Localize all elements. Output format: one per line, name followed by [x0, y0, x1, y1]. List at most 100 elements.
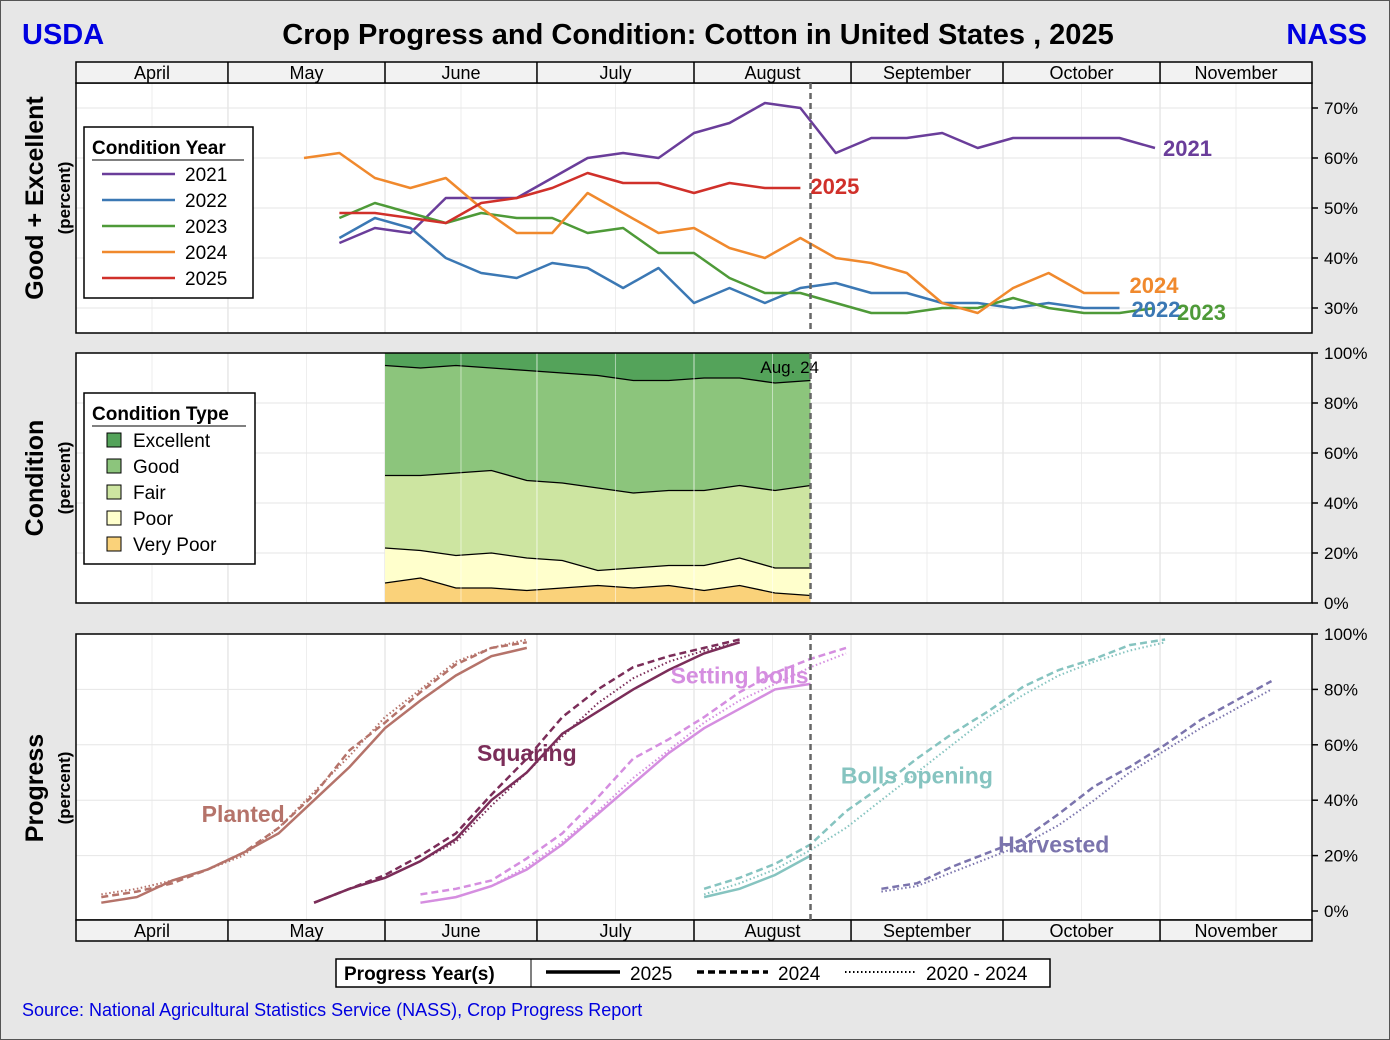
- panel-3-lines: [101, 638, 1273, 904]
- boundary-very-poor: [384, 577, 811, 597]
- area-very-poor: [385, 578, 811, 603]
- panel-2-border: [75, 352, 1313, 604]
- month-label-august: August: [744, 63, 800, 83]
- panel-3-ylabel-sub: (percent): [55, 752, 74, 825]
- month-label-september: September: [883, 921, 971, 941]
- legend-swatch-good: [106, 458, 122, 474]
- legend-label-excellent: Excellent: [133, 431, 211, 452]
- y-tick-label: 0%: [1324, 902, 1349, 921]
- legend-label-fair: Fair: [133, 483, 166, 504]
- legend-3-entry-avg: 2020 - 2024: [926, 964, 1028, 985]
- panel-1-ylabel: Good + Excellent: [21, 96, 49, 300]
- end-label-2024: 2024: [1130, 273, 1180, 298]
- stage-label-setting-bolls: Setting bolls: [671, 663, 809, 689]
- nass-label: NASS: [1286, 19, 1367, 51]
- y-tick-label: 80%: [1324, 680, 1358, 699]
- panel-condition: 0% 20% 40% 60% 80% 100% Aug. 24 Condition (pe…: [21, 344, 1367, 613]
- area-good: [385, 365, 811, 493]
- panel-2-y-ticks: 0% 20% 40% 60% 80% 100%: [1312, 344, 1367, 613]
- panel-3-stage-labels: Planted Squaring Setting bolls Bolls openin…: [202, 663, 1110, 858]
- month-label-june: June: [441, 921, 480, 941]
- source-note: Source: National Agricultural Statistics…: [22, 1000, 642, 1020]
- y-tick-label: 80%: [1324, 394, 1358, 413]
- y2025-line-setting-bolls: [420, 682, 811, 904]
- legend-1-items: 2021 2022 2023 2024 2025: [102, 165, 228, 290]
- y2024-line-harvested: [881, 680, 1273, 891]
- chart-title: Crop Progress and Condition: Cotton in U…: [282, 19, 1113, 51]
- stage-label-bolls-opening: Bolls opening: [841, 762, 993, 788]
- legend-1-box: [83, 126, 254, 299]
- month-label-july: July: [599, 921, 631, 941]
- y-tick-label: 50%: [1324, 199, 1358, 218]
- legend-2-items: Excellent Good Fair Poor Very Poor: [106, 431, 217, 556]
- progress-year-legend: Progress Year(s) 2025 2024 2020 - 2024: [335, 958, 1051, 988]
- legend-swatch-excellent: [106, 432, 122, 448]
- legend-3-entry-2024: 2024: [778, 964, 821, 985]
- legend-swatch-fair: [106, 484, 122, 500]
- month-label-june: June: [441, 63, 480, 83]
- month-label-october: October: [1049, 63, 1113, 83]
- legend-label-2024: 2024: [185, 243, 228, 264]
- month-header-top: April May June July August September October No…: [75, 61, 1313, 84]
- panel-1-lines: [303, 101, 1156, 315]
- stage-label-planted: Planted: [202, 801, 285, 827]
- panel-progress: Planted Squaring Setting bolls Bolls openin…: [21, 625, 1367, 921]
- month-header-bottom: April May June July August September October No…: [75, 919, 1313, 942]
- area-poor: [385, 548, 811, 596]
- legend-3-title: Progress Year(s): [344, 964, 495, 985]
- y2024-line-setting-bolls: [420, 646, 847, 896]
- y-tick-label: 60%: [1324, 736, 1358, 755]
- legend-label-2025: 2025: [185, 269, 227, 290]
- legend-3-box: [335, 958, 1051, 988]
- boundary-poor: [384, 547, 811, 572]
- panel-2-ylabel-sub: (percent): [55, 442, 74, 515]
- legend-label-2021: 2021: [185, 165, 227, 186]
- month-label-july: July: [599, 63, 631, 83]
- end-label-2021: 2021: [1163, 136, 1212, 161]
- y2024-line-squaring: [313, 638, 740, 904]
- aug-24-annotation: Aug. 24: [760, 358, 819, 377]
- panel-2-ylabel: Condition: [21, 420, 49, 537]
- area-excellent: [385, 353, 811, 383]
- legend-3-entry-2025: 2025: [630, 964, 672, 985]
- line-2024: [303, 151, 1120, 315]
- avg-line-harvested: [881, 688, 1272, 893]
- month-label-october: October: [1049, 921, 1113, 941]
- stage-label-squaring: Squaring: [477, 740, 577, 766]
- usda-label: USDA: [22, 19, 104, 51]
- area-fair: [385, 470, 811, 571]
- end-label-2023: 2023: [1177, 300, 1226, 325]
- condition-type-legend: Condition Type Excellent Good Fair Poor Very…: [83, 392, 256, 565]
- month-label-november: November: [1194, 921, 1277, 941]
- panel-3-y-ticks: 0% 20% 40% 60% 80% 100%: [1312, 625, 1367, 921]
- y-tick-label: 40%: [1324, 791, 1358, 810]
- boundary-good: [384, 364, 811, 384]
- panel-3-ylabel: Progress: [21, 734, 49, 842]
- y-tick-label: 40%: [1324, 494, 1358, 513]
- month-label-may: May: [289, 63, 323, 83]
- legend-swatch-poor: [106, 510, 122, 526]
- panel-1-y-ticks: 30% 40% 50% 60% 70%: [1312, 99, 1358, 318]
- legend-1-title: Condition Year: [92, 138, 226, 159]
- y-tick-label: 0%: [1324, 594, 1349, 613]
- y-tick-label: 70%: [1324, 99, 1358, 118]
- legend-2-title: Condition Type: [92, 404, 229, 425]
- line-2021: [338, 101, 1156, 245]
- month-label-september: September: [883, 63, 971, 83]
- end-label-2022: 2022: [1132, 297, 1181, 322]
- y-tick-label: 60%: [1324, 149, 1358, 168]
- line-2025: [339, 171, 801, 225]
- month-label-november: November: [1194, 63, 1277, 83]
- stage-label-harvested: Harvested: [998, 832, 1109, 858]
- legend-label-good: Good: [133, 457, 179, 478]
- panel-1-ylabel-sub: (percent): [55, 162, 74, 235]
- y-tick-label: 40%: [1324, 249, 1358, 268]
- y-tick-label: 20%: [1324, 544, 1358, 563]
- y2024-line-bolls-opening: [703, 638, 1166, 890]
- legend-swatch-very-poor: [106, 536, 122, 552]
- legend-label-very-poor: Very Poor: [133, 535, 217, 556]
